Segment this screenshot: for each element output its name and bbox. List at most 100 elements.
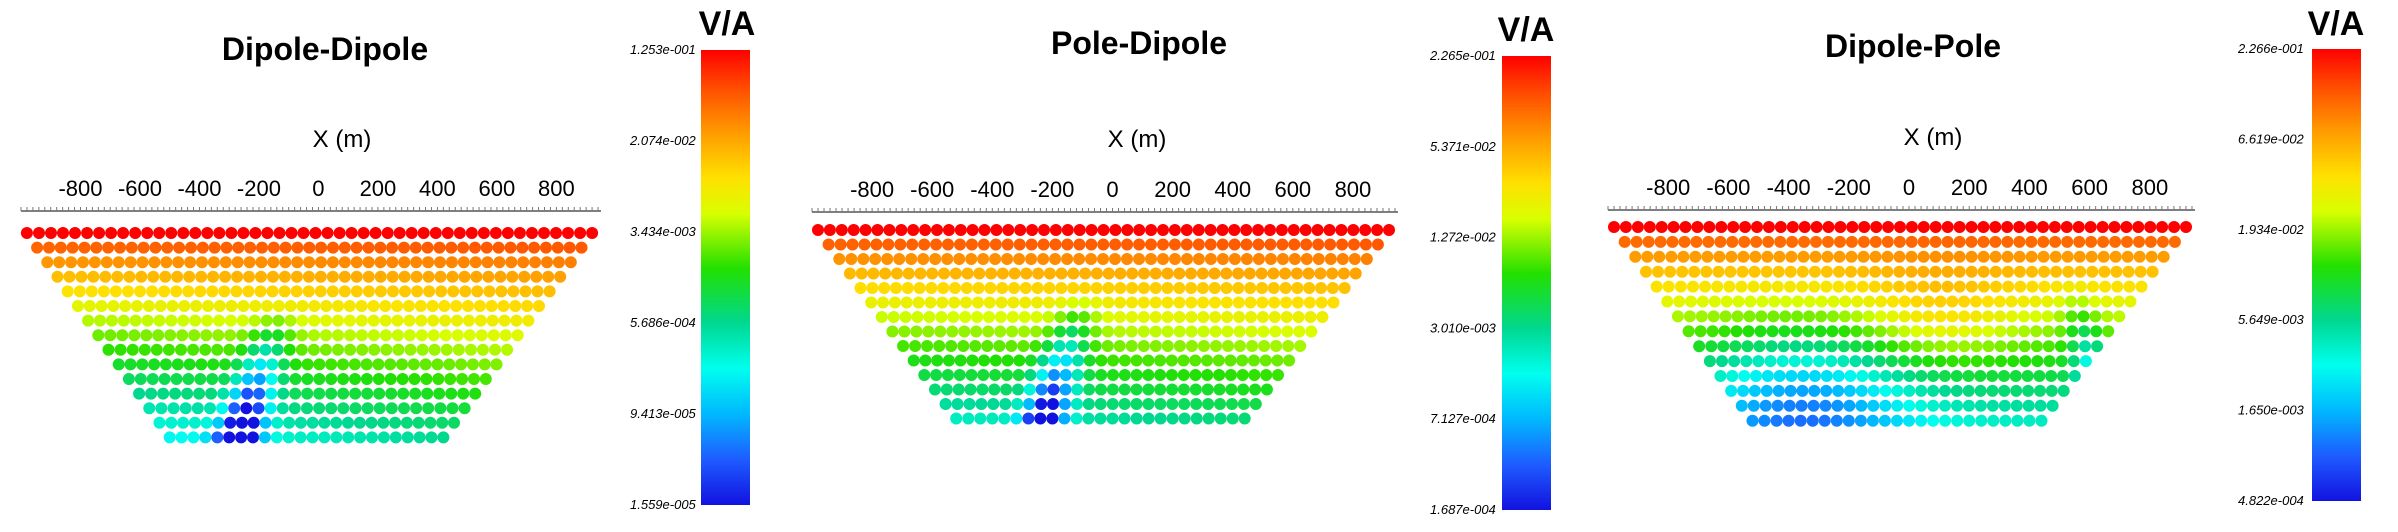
data-point (111, 270, 124, 283)
data-point (1783, 399, 1796, 412)
data-point (1869, 265, 1882, 278)
data-point (1970, 310, 1983, 323)
data-point (267, 270, 279, 283)
data-point (138, 343, 151, 356)
data-point (984, 282, 997, 294)
data-point (969, 340, 982, 352)
data-point (1652, 265, 1664, 278)
data-point (1958, 310, 1971, 323)
data-point (146, 373, 159, 385)
data-point (1785, 250, 1798, 263)
data-point (1043, 296, 1055, 309)
data-point (1715, 221, 1728, 233)
data-point (1703, 355, 1716, 368)
data-point (207, 256, 220, 269)
data-point (147, 270, 160, 283)
data-point (2072, 221, 2085, 233)
data-point (223, 431, 236, 444)
data-point (1023, 398, 1036, 410)
data-point (1629, 250, 1642, 263)
data-point (1180, 238, 1193, 251)
data-point (1917, 250, 1930, 263)
x-tick-label: -200 (1827, 175, 1871, 200)
data-point (540, 241, 552, 254)
data-point (1118, 383, 1131, 396)
data-point (1718, 325, 1731, 338)
data-point (386, 256, 399, 269)
data-point (374, 241, 387, 254)
data-point (348, 358, 361, 371)
data-point (1336, 238, 1349, 251)
data-point (1701, 250, 1714, 263)
data-point (1107, 369, 1119, 381)
data-point (1796, 280, 1809, 293)
data-point (1666, 235, 1679, 248)
data-point (204, 402, 216, 415)
data-point (1000, 383, 1013, 396)
data-point (1282, 340, 1295, 352)
data-point (1676, 265, 1689, 278)
data-point (1886, 295, 1899, 308)
data-point (1090, 296, 1103, 309)
data-point (229, 387, 242, 400)
data-point (1939, 399, 1951, 412)
data-point (1287, 224, 1300, 236)
data-point (344, 343, 357, 356)
colorbar-gradient (1502, 56, 1551, 510)
data-point (41, 256, 54, 269)
data-point (1173, 267, 1186, 280)
data-point (976, 383, 989, 396)
data-point (1083, 383, 1096, 396)
data-point (391, 300, 404, 312)
data-point (1986, 399, 1999, 412)
data-point (264, 402, 277, 415)
data-point (1196, 267, 1209, 280)
data-point (338, 270, 351, 283)
data-point (455, 358, 468, 371)
data-point (1149, 267, 1162, 280)
data-point (142, 300, 155, 312)
data-point (1879, 370, 1892, 382)
data-point (1987, 414, 2000, 427)
data-point (847, 224, 860, 236)
colorbar-unit: V/A (699, 5, 756, 43)
data-point (117, 227, 130, 239)
data-point (1965, 280, 1978, 293)
data-point (102, 241, 115, 254)
data-point (134, 285, 146, 298)
data-point (1336, 253, 1349, 265)
data-point (902, 267, 915, 280)
data-point (259, 343, 272, 356)
data-point (150, 343, 163, 356)
data-point (823, 224, 836, 236)
data-point (1891, 370, 1904, 382)
data-point (1213, 369, 1226, 381)
data-point (1994, 310, 2006, 323)
data-point (507, 285, 520, 298)
data-point (1013, 253, 1026, 265)
data-point (1008, 282, 1020, 294)
data-point (1982, 325, 1995, 338)
data-point (1845, 235, 1858, 248)
data-point (223, 343, 236, 356)
data-point (1276, 238, 1289, 251)
data-point (247, 343, 260, 356)
data-point (1208, 282, 1221, 294)
data-point (1833, 265, 1845, 278)
data-point (1157, 238, 1169, 251)
data-point (65, 256, 78, 269)
data-point (217, 387, 230, 400)
data-point (177, 314, 190, 327)
data-point (1133, 238, 1146, 251)
data-point (1970, 295, 1982, 308)
colorbar-tick-label: 2.266e-001 (2237, 41, 2304, 56)
data-point (1113, 325, 1126, 338)
pseudosection-points (1608, 221, 2192, 427)
data-point (445, 241, 458, 254)
data-point (899, 311, 912, 323)
data-point (1844, 280, 1857, 293)
data-point (112, 256, 125, 269)
data-point (225, 227, 238, 239)
data-point (1927, 384, 1940, 397)
data-point (284, 300, 297, 312)
